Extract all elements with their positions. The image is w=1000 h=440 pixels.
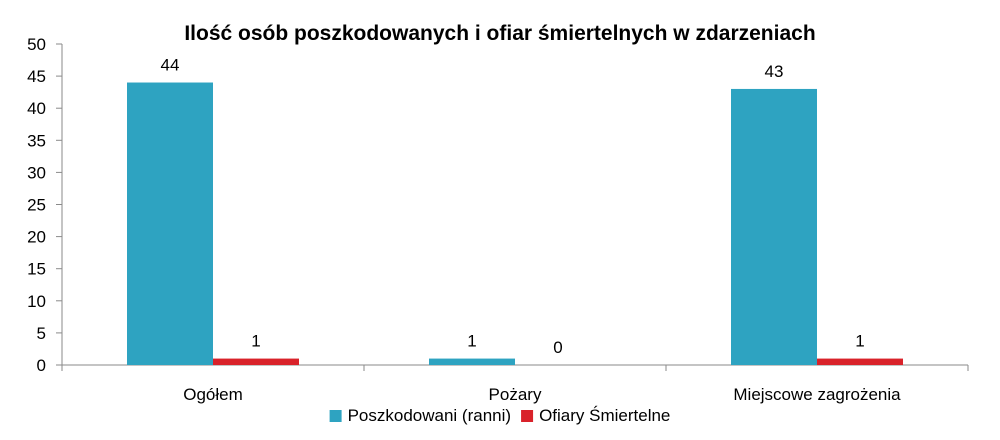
y-tick-label: 15 [27,260,46,279]
y-tick-label: 35 [27,131,46,150]
data-label: 43 [765,62,784,81]
y-tick-label: 20 [27,228,46,247]
y-tick-label: 10 [27,292,46,311]
bar-0-0 [127,82,213,366]
legend-swatch [329,410,342,422]
bar-0-1 [213,358,299,365]
y-tick-label: 30 [27,163,46,182]
data-labels: 44 1 1 0 43 1 [161,56,865,357]
data-label: 1 [467,332,476,351]
x-axis: Ogółem Pożary Miejscowe zagrożenia [61,364,969,404]
legend-label: Poszkodowani (ranni) [348,406,511,425]
legend: Poszkodowani (ranni) Ofiary Śmiertelne [329,406,670,425]
y-tick-label: 0 [37,356,46,375]
legend-label: Ofiary Śmiertelne [539,406,670,425]
bar-2-1 [817,358,903,365]
y-axis: 0 5 10 15 20 25 30 35 40 45 50 [27,35,63,375]
data-label: 44 [161,56,180,75]
y-tick-label: 50 [27,35,46,54]
data-label: 0 [553,338,562,357]
y-tick-label: 25 [27,196,46,215]
bars [127,82,903,366]
x-tick-label: Miejscowe zagrożenia [733,385,901,404]
data-label: 1 [251,332,260,351]
y-tick-label: 45 [27,67,46,86]
bar-1-0 [429,358,515,365]
chart-title: Ilość osób poszkodowanych i ofiar śmiert… [184,22,815,45]
x-tick-label: Ogółem [183,385,243,404]
data-label: 1 [855,332,864,351]
bar-2-0 [731,88,817,365]
y-tick-label: 40 [27,99,46,118]
x-tick-label: Pożary [489,385,542,404]
y-tick-label: 5 [37,324,46,343]
legend-swatch [521,410,534,422]
